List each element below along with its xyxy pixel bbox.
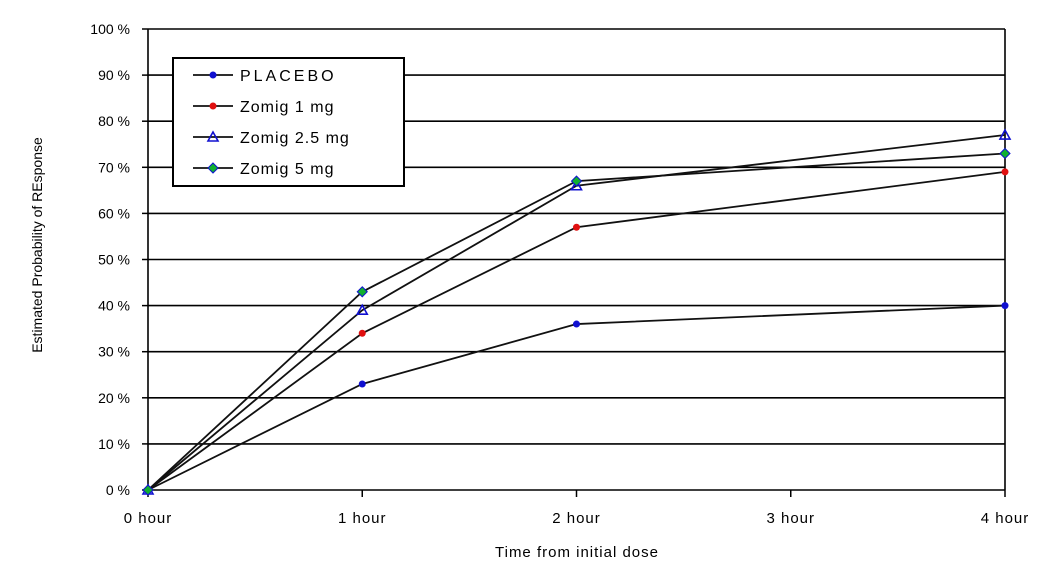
series-line <box>147 171 1006 491</box>
data-point <box>355 303 369 316</box>
y-tick-label: 0 % <box>106 482 130 498</box>
y-tick-label: 10 % <box>98 436 130 452</box>
y-tick-label: 100 % <box>90 21 130 37</box>
series-line <box>147 304 1006 491</box>
series-zomig-5-mg <box>142 147 1011 496</box>
y-tick-label: 20 % <box>98 390 130 406</box>
x-tick-labels: 0 hour 1 hour 2 hour 3 hour 4 hour <box>124 510 1030 527</box>
x-axis-label: Time from initial dose <box>495 544 659 561</box>
data-point <box>358 380 366 388</box>
data-point <box>358 329 366 337</box>
data-point <box>356 286 368 298</box>
data-point <box>1001 302 1009 310</box>
y-tick-label: 90 % <box>98 67 130 83</box>
legend-label: Zomig 2.5 mg <box>240 130 350 147</box>
legend-item: PLACEBO <box>193 68 337 85</box>
y-tick-label: 70 % <box>98 159 130 175</box>
y-tick-label: 50 % <box>98 252 130 268</box>
y-axis-label: Estimated Probability of REsponse <box>29 137 45 353</box>
x-tick-label: 3 hour <box>766 510 815 527</box>
y-tick-label: 60 % <box>98 205 130 221</box>
series-line <box>147 152 1006 491</box>
y-tick-label: 30 % <box>98 344 130 360</box>
x-tick-label: 1 hour <box>338 510 387 527</box>
legend-item: Zomig 1 mg <box>193 99 334 116</box>
series-line <box>147 134 1006 491</box>
data-point <box>573 320 580 328</box>
legend-item: Zomig 5 mg <box>193 161 334 178</box>
legend-label: PLACEBO <box>240 68 337 85</box>
data-point <box>1001 168 1009 176</box>
y-tick-label: 40 % <box>98 298 130 314</box>
series-lines <box>141 128 1012 496</box>
data-point <box>142 484 154 496</box>
data-point <box>573 223 580 231</box>
x-tick-label: 2 hour <box>552 510 601 527</box>
legend-item: Zomig 2.5 mg <box>193 130 350 147</box>
data-point <box>999 147 1011 160</box>
x-tick-label: 0 hour <box>124 510 173 527</box>
data-point <box>998 128 1012 140</box>
series-zomig-1-mg <box>144 168 1009 494</box>
y-tick-labels: 0 % 10 % 20 % 30 % 40 % 50 % 60 % 70 % 80 % 90 % 1… <box>90 21 130 498</box>
legend: PLACEBO Zomig 1 mg Zomig 2.5 mg Zomig 5 mg <box>172 57 405 187</box>
legend-marker <box>206 130 220 142</box>
legend-label: Zomig 1 mg <box>240 99 334 116</box>
data-point <box>570 175 583 187</box>
legend-label: Zomig 5 mg <box>240 161 334 178</box>
data-point <box>570 179 583 191</box>
legend-marker <box>209 102 217 110</box>
legend-marker <box>207 162 219 174</box>
legend-marker <box>209 71 217 79</box>
y-tick-label: 80 % <box>98 113 130 129</box>
x-tick-label: 4 hour <box>981 510 1030 527</box>
